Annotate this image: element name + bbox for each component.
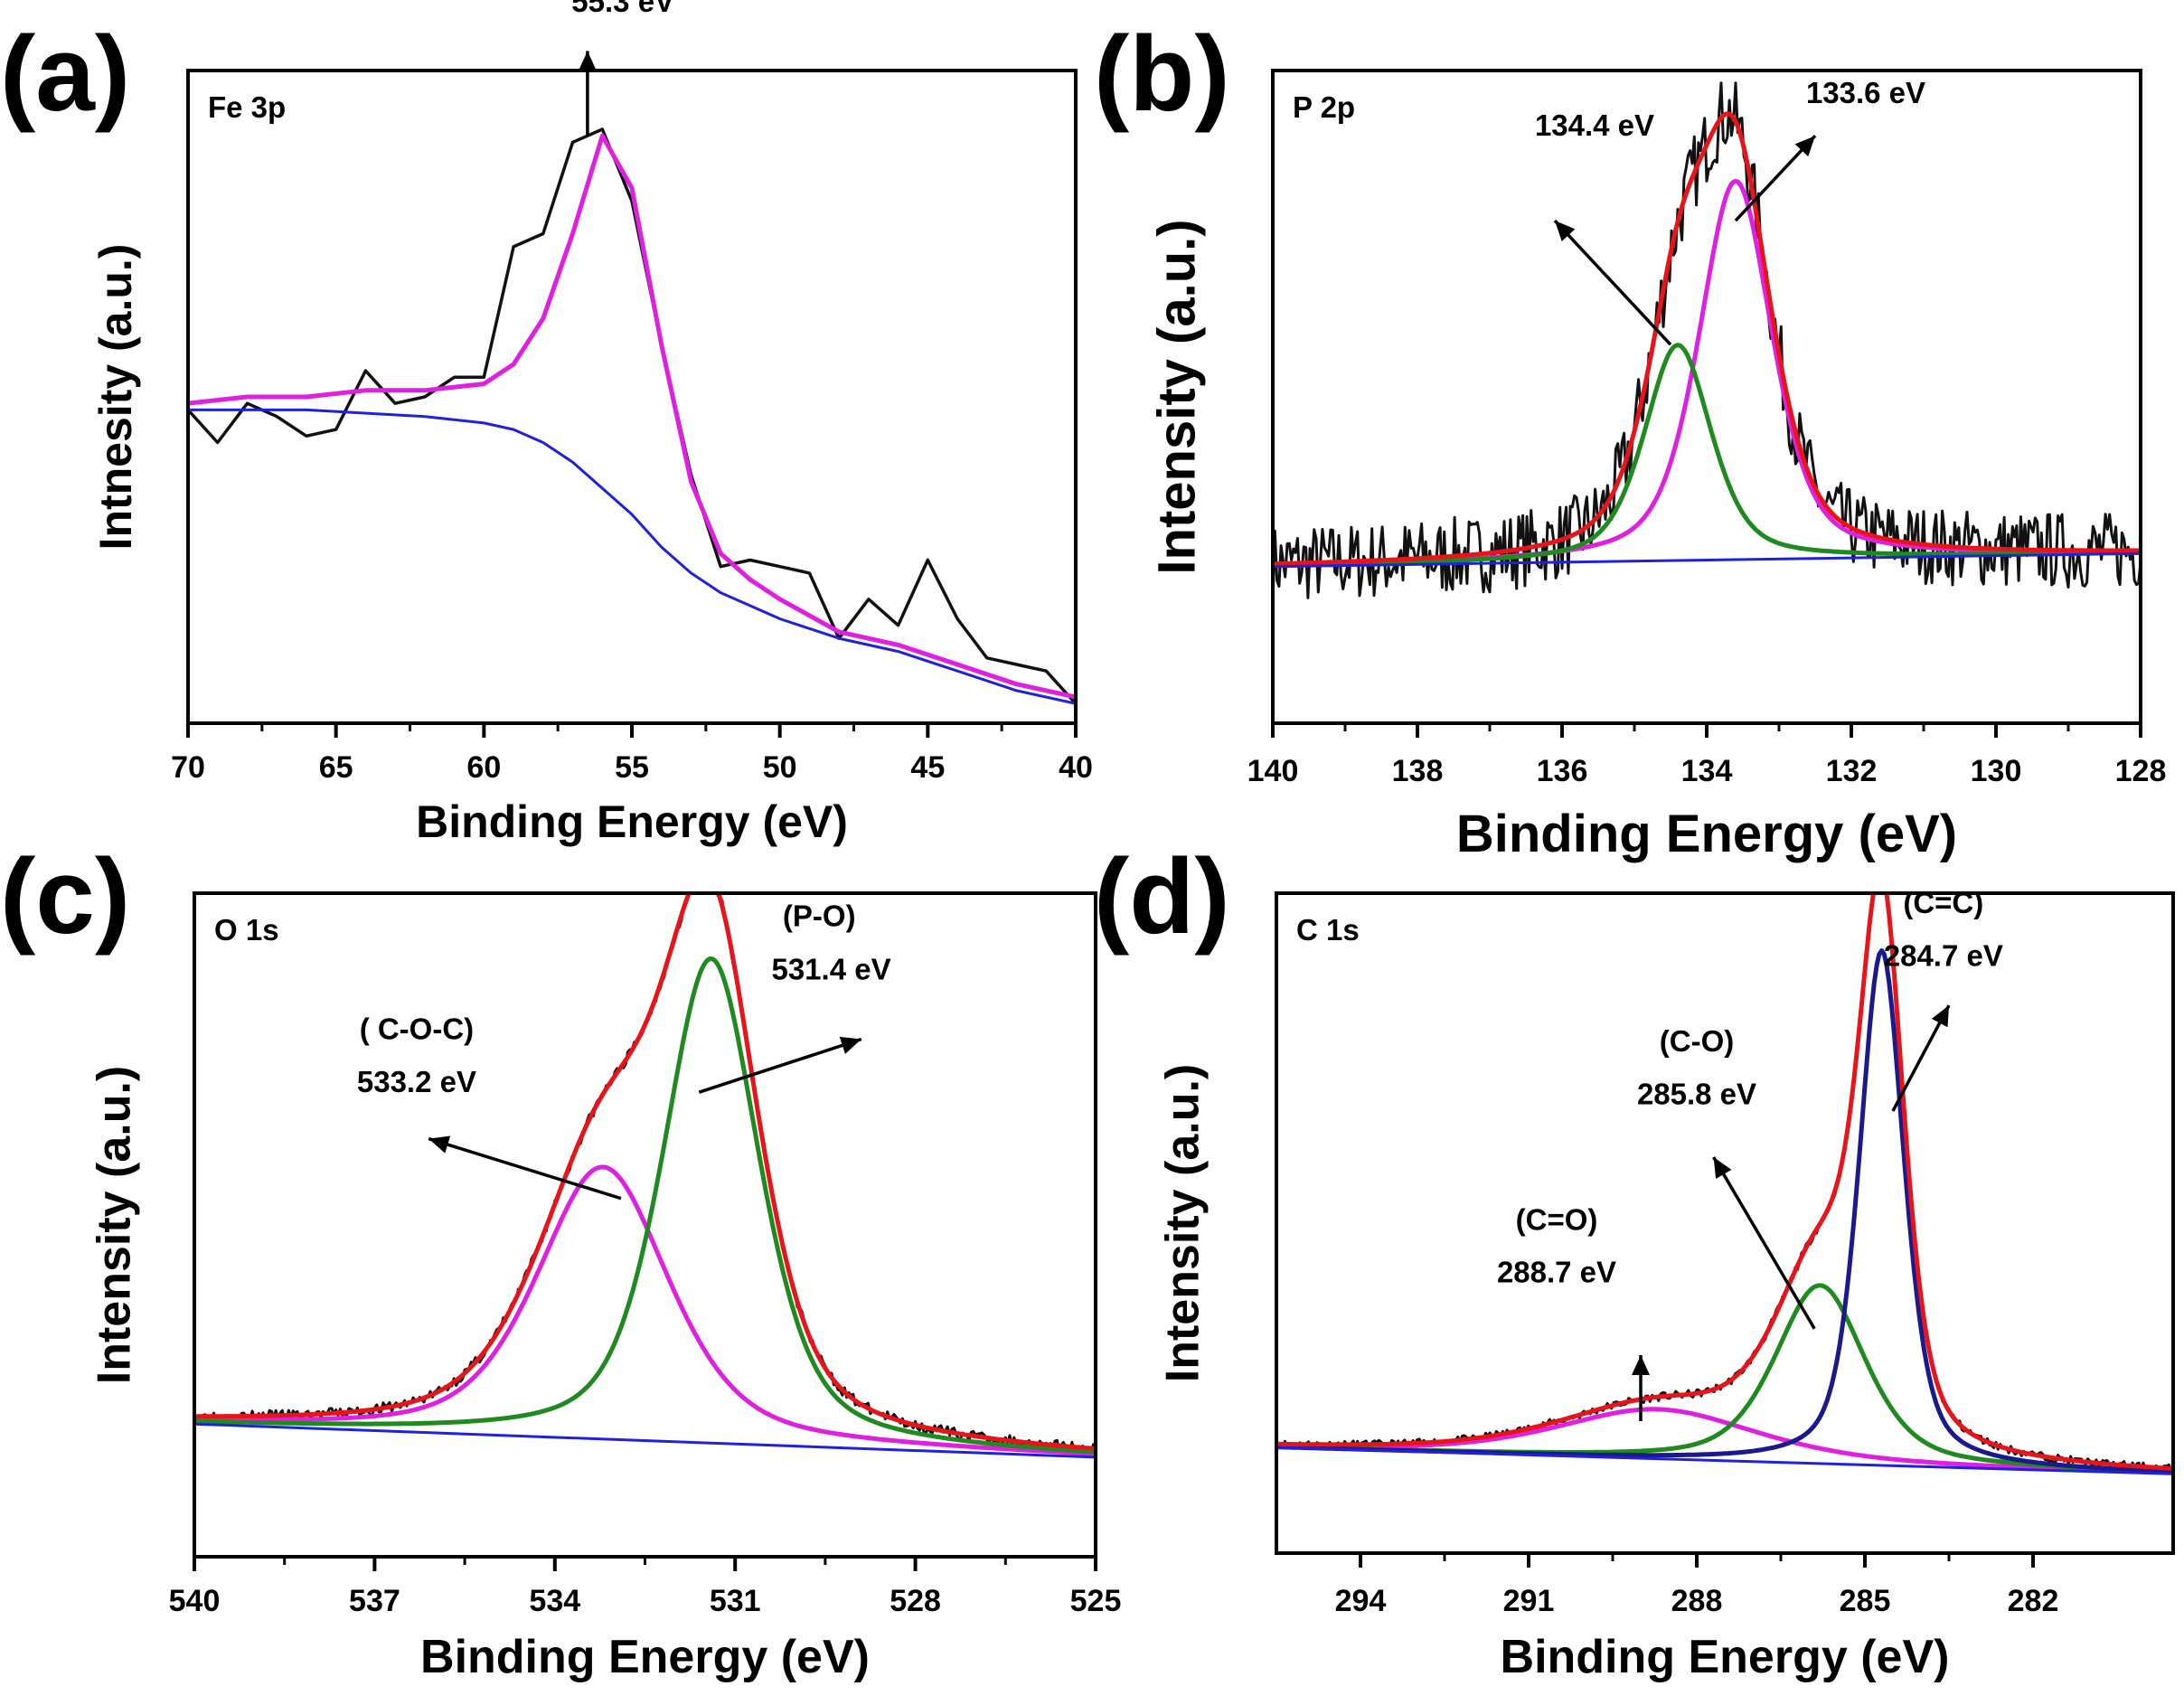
series-p-2p1-2-fit <box>1273 343 2141 569</box>
x-axis-title: Binding Energy (eV) <box>1501 1631 1950 1683</box>
x-tick-label: 525 <box>1070 1584 1122 1618</box>
annotation-arrow-head <box>839 1036 861 1054</box>
plot-area <box>1276 893 2173 1475</box>
x-axis-title: Binding Energy (eV) <box>420 1631 870 1683</box>
x-tick-label: 537 <box>349 1584 400 1618</box>
series-background <box>1276 1446 2173 1475</box>
x-tick-label: 540 <box>169 1584 221 1618</box>
series-fit-envelope <box>1273 111 2141 567</box>
annotation-arrow-head <box>1555 221 1576 241</box>
series-background <box>1273 551 2141 569</box>
x-tick-label: 65 <box>319 750 353 785</box>
series-c-o-c-fit <box>194 1164 1096 1456</box>
annotation-arrow-head <box>1794 136 1815 157</box>
series-fit-envelope <box>188 133 1076 700</box>
annotation-arrow-shaft <box>1553 219 1672 346</box>
x-tick-label: 138 <box>1392 754 1444 788</box>
series-p-2p3-2-fit <box>1273 178 2141 568</box>
annotation-arrow-shaft <box>428 1136 622 1201</box>
x-tick-label: 132 <box>1826 754 1878 788</box>
x-axis-title: Binding Energy (eV) <box>416 796 848 847</box>
x-tick-label: 40 <box>1059 750 1093 785</box>
y-axis-title: Intensity (a.u.) <box>1157 1064 1210 1382</box>
panel-2: (b) 140 138 136 134 132 130 128 Binding Energy (… <box>1094 14 2166 863</box>
x-tick-label: 288 <box>1671 1584 1723 1618</box>
series-fit-envelope <box>1276 893 2173 1471</box>
series-background <box>188 408 1076 705</box>
peak-annotation: 134.4 eV <box>1535 108 1654 142</box>
plot-frame <box>1275 891 2175 1555</box>
series-experimental <box>188 127 1076 705</box>
x-tick-label: 528 <box>890 1584 941 1618</box>
panel-4: (d) 294 291 288 285 282 Binding Energy (eV) Int… <box>1094 837 2175 1683</box>
annotation-arrow-shaft <box>1891 1004 1951 1112</box>
peak-annotation: (C=O) <box>1516 1202 1598 1236</box>
panel-letter: (b) <box>1094 14 1230 134</box>
x-tick-label: 140 <box>1247 754 1299 788</box>
annotation-arrow-head <box>578 51 597 71</box>
x-tick-label: 285 <box>1840 1584 1891 1618</box>
annotation-arrow-shaft <box>1712 1156 1816 1330</box>
y-axis-title: Intensity (a.u.) <box>89 1066 141 1384</box>
plot-area <box>194 893 1096 1459</box>
series-c-o-fit <box>1276 1407 2173 1475</box>
x-tick-label: 534 <box>529 1584 580 1618</box>
x-tick-label: 282 <box>2008 1584 2059 1618</box>
annotation-arrow-head <box>1632 1355 1650 1375</box>
panel-letter: (a) <box>0 14 130 134</box>
plot-area <box>1273 81 2141 604</box>
series-experimental <box>194 893 1096 1454</box>
x-axis-title: Binding Energy (eV) <box>1456 805 1957 863</box>
plot-area <box>188 127 1076 705</box>
x-tick-label: 130 <box>1971 754 2022 788</box>
x-tick-label: 60 <box>466 750 501 785</box>
annotation-arrow-head <box>1713 1157 1732 1180</box>
core-level-label: C 1s <box>1296 913 1360 947</box>
x-tick-label: 291 <box>1503 1584 1555 1618</box>
annotation-arrow-shaft <box>698 1037 862 1094</box>
x-tick-label: 55 <box>615 750 649 785</box>
peak-annotation: (P-O) <box>783 900 856 933</box>
x-tick-label: 134 <box>1681 754 1733 788</box>
peak-annotation: 533.2 eV <box>357 1065 476 1098</box>
series-p-o-fit <box>194 956 1096 1455</box>
panel-letter: (d) <box>1094 837 1230 956</box>
peak-annotation: ( C-O-C) <box>360 1012 474 1045</box>
peak-annotation: 133.6 eV <box>1806 76 1925 109</box>
peak-annotation: 55.3 eV <box>571 0 674 18</box>
peak-annotation: 531.4 eV <box>771 952 890 985</box>
x-tick-label: 531 <box>710 1584 761 1618</box>
core-level-label: Fe 3p <box>208 90 286 124</box>
peak-annotation: 284.7 eV <box>1884 938 2003 972</box>
core-level-label: O 1s <box>214 913 279 947</box>
x-tick-label: 294 <box>1335 1584 1387 1618</box>
y-axis-title: Intnesity (a.u.) <box>90 244 141 551</box>
x-tick-label: 45 <box>910 750 945 785</box>
annotation-arrow-head <box>428 1135 451 1154</box>
panel-1: (a) 70 65 60 55 50 45 40 Binding Energy (eV) Intn… <box>0 0 1093 847</box>
peak-annotation: (C=C) <box>1903 886 1983 919</box>
peak-annotation: 288.7 eV <box>1497 1256 1616 1289</box>
core-level-label: P 2p <box>1293 90 1355 124</box>
series-fit-envelope <box>194 893 1096 1451</box>
series-experimental <box>1273 81 2141 604</box>
x-tick-label: 128 <box>2115 754 2167 788</box>
annotation-arrow-head <box>1931 1005 1949 1028</box>
y-axis-title: Intensity (a.u.) <box>1147 219 1206 574</box>
x-tick-label: 136 <box>1537 754 1588 788</box>
panel-letter: (c) <box>0 837 130 956</box>
series-background <box>194 1422 1096 1459</box>
x-tick-label: 70 <box>171 750 205 785</box>
peak-annotation: 285.8 eV <box>1637 1078 1756 1111</box>
x-tick-label: 50 <box>763 750 797 785</box>
peak-annotation: (C-O) <box>1660 1024 1734 1058</box>
panel-3: (c) 540 537 534 531 528 525 Binding Energy (eV)… <box>0 837 1121 1683</box>
